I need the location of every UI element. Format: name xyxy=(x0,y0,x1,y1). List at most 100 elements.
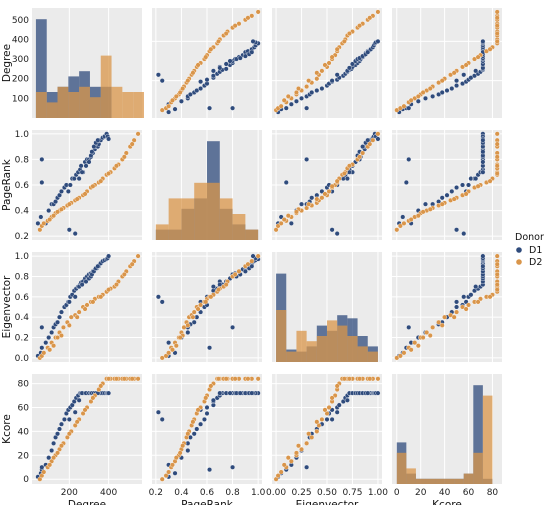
y-tick-label: 500 xyxy=(12,16,29,26)
point-d2 xyxy=(245,261,251,267)
y-tick-label: 0.0 xyxy=(15,354,30,364)
point-d2 xyxy=(451,314,457,320)
point-d1 xyxy=(454,83,460,89)
y-tick-label: 0.2 xyxy=(15,232,29,242)
point-d2 xyxy=(55,209,61,215)
point-d1 xyxy=(155,294,161,300)
point-d1 xyxy=(57,314,63,320)
point-d2 xyxy=(487,46,493,52)
x-tick-label: 0.8 xyxy=(225,488,240,498)
point-d1 xyxy=(230,324,236,330)
point-d2 xyxy=(181,324,187,330)
panel-eigenvector-vs-pagerank xyxy=(152,252,262,362)
point-d2 xyxy=(293,209,299,215)
hist-bar-d2 xyxy=(207,182,220,240)
point-d2 xyxy=(232,376,238,382)
point-d1 xyxy=(249,263,255,269)
panel-pagerank-vs-degree: 0.2 0.4 0.6 0.8 1.0 PageRank xyxy=(1,130,142,242)
point-d2 xyxy=(408,97,414,103)
point-d2 xyxy=(106,170,112,176)
point-d2 xyxy=(47,347,53,353)
point-d1 xyxy=(480,159,486,165)
point-d2 xyxy=(98,294,104,300)
point-d1 xyxy=(365,390,371,396)
point-d2 xyxy=(475,183,481,189)
point-d2 xyxy=(494,154,500,160)
panel-degree-vs-eigenvector xyxy=(272,8,382,118)
point-d2 xyxy=(74,314,80,320)
point-d1 xyxy=(223,66,229,72)
y-tick-label: 1.0 xyxy=(15,252,30,262)
point-d2 xyxy=(169,462,175,468)
x-tick-label: 0.6 xyxy=(200,488,215,498)
point-d2 xyxy=(185,78,191,84)
point-d2 xyxy=(203,299,209,305)
point-d1 xyxy=(66,227,72,233)
point-d1 xyxy=(106,253,112,259)
point-d1 xyxy=(217,65,223,71)
point-d1 xyxy=(194,426,200,432)
point-d2 xyxy=(82,407,88,413)
point-d1 xyxy=(155,72,161,78)
point-d1 xyxy=(375,136,381,142)
point-d2 xyxy=(208,294,214,300)
panel-eigenvector-vs-eigenvector xyxy=(272,252,382,362)
panel-degree-vs-degree: 100 200 300 400 500 Degree xyxy=(1,8,144,119)
point-d2 xyxy=(129,376,135,382)
point-d2 xyxy=(163,473,169,479)
point-d1 xyxy=(304,464,310,470)
point-d1 xyxy=(191,431,197,437)
point-d2 xyxy=(191,309,197,315)
point-d1 xyxy=(155,409,161,415)
point-d2 xyxy=(487,294,493,300)
point-d1 xyxy=(250,253,256,259)
point-d2 xyxy=(436,319,442,325)
point-d2 xyxy=(427,333,433,339)
x-tick-label: 1.00 xyxy=(368,488,388,498)
y-tick-label: 60 xyxy=(18,403,30,413)
point-d1 xyxy=(319,86,325,92)
point-d1 xyxy=(159,299,165,305)
point-d2 xyxy=(255,376,261,382)
point-d1 xyxy=(210,68,216,74)
hist-bar-d2 xyxy=(194,182,207,240)
point-d1 xyxy=(83,279,89,285)
point-d2 xyxy=(198,302,204,308)
point-d1 xyxy=(166,109,172,115)
legend-label: D1 xyxy=(529,245,542,256)
point-d2 xyxy=(121,271,127,277)
point-d2 xyxy=(293,450,299,456)
point-d2 xyxy=(232,271,238,277)
x-tick-label: 40 xyxy=(439,488,451,498)
point-d1 xyxy=(43,340,49,346)
point-d1 xyxy=(207,467,213,473)
point-d1 xyxy=(334,409,340,415)
point-d1 xyxy=(185,329,191,335)
legend-title: Donor xyxy=(515,232,544,243)
point-d2 xyxy=(357,23,363,29)
point-d1 xyxy=(237,55,243,61)
hist-bar-d2 xyxy=(357,346,368,362)
hist-bar-d2 xyxy=(122,92,134,118)
hist-bar-d2 xyxy=(168,198,182,240)
point-d2 xyxy=(129,141,135,147)
point-d1 xyxy=(480,137,486,143)
point-d2 xyxy=(82,306,88,312)
point-d2 xyxy=(494,23,500,29)
point-d1 xyxy=(227,58,233,64)
x-tick-label: 0.50 xyxy=(317,488,337,498)
point-d1 xyxy=(288,220,294,226)
point-d2 xyxy=(329,183,335,189)
point-d1 xyxy=(449,86,455,92)
y-tick-label: 0.6 xyxy=(15,293,30,303)
point-d1 xyxy=(61,416,67,422)
point-d1 xyxy=(39,179,45,185)
panel-degree-vs-kcore xyxy=(392,8,502,118)
hist-bar-d2 xyxy=(306,341,317,362)
point-d2 xyxy=(180,86,186,92)
point-d1 xyxy=(468,292,474,298)
y-tick-label: 40 xyxy=(18,427,30,437)
point-d2 xyxy=(304,205,310,211)
hist-bar-d2 xyxy=(482,395,493,484)
point-d1 xyxy=(454,299,460,305)
